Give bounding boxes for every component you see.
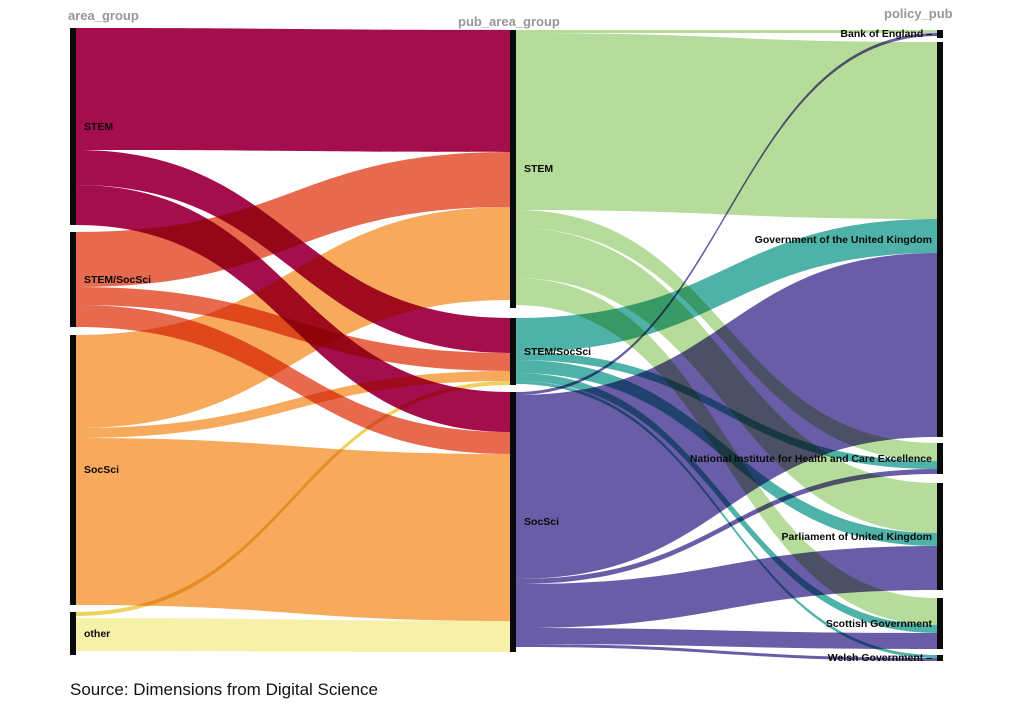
sankey-node-R-Welsh bbox=[937, 655, 943, 661]
node-label-R-GovUK: Government of the United Kingdom bbox=[754, 233, 932, 246]
sankey-flow-M-Soc-to-R-Welsh bbox=[516, 644, 937, 661]
sankey-node-R-Parl bbox=[937, 483, 943, 590]
sankey-flow-M-Soc-to-R-BoE bbox=[516, 33, 937, 395]
source-note: Source: Dimensions from Digital Science bbox=[70, 680, 379, 699]
sankey-flow-M-STEM-to-R-BoE bbox=[516, 30, 937, 33]
node-label-M-STEM: STEM bbox=[524, 163, 554, 175]
sankey-node-M-SS bbox=[510, 318, 516, 385]
sankey-flow-L-STEM-to-M-STEM bbox=[76, 28, 510, 152]
node-label-R-Welsh: Welsh Government – bbox=[827, 652, 932, 664]
sankey-node-L-SS bbox=[70, 232, 76, 327]
sankey-flow-L-other-to-M-Soc bbox=[76, 618, 510, 652]
sankey-node-L-other bbox=[70, 612, 76, 655]
sankey-flow-M-SS-to-R-Welsh bbox=[516, 381, 937, 658]
sankey-node-L-Soc bbox=[70, 335, 76, 605]
sankey-node-L-STEM bbox=[70, 28, 76, 225]
sankey-node-M-STEM bbox=[510, 30, 516, 308]
sankey-flow-L-Soc-to-M-SS bbox=[76, 371, 510, 438]
node-label-L-Soc: SocSci bbox=[84, 464, 120, 476]
sankey-flow-M-Soc-to-R-Scot bbox=[516, 628, 937, 649]
node-label-R-Parl: Parliament of United Kingdom bbox=[781, 530, 932, 543]
sankey-flow-L-Soc-to-M-Soc bbox=[76, 438, 510, 621]
sankey-node-R-GovUK bbox=[937, 42, 943, 437]
node-label-R-NICE: National Institute for Health and Care E… bbox=[689, 452, 932, 465]
sankey-flow-L-Soc-to-M-STEM bbox=[76, 207, 510, 428]
node-label-L-SS: STEM/SocSci bbox=[84, 273, 152, 286]
sankey-node-R-NICE bbox=[937, 443, 943, 474]
node-label-R-BoE: Bank of England – bbox=[840, 28, 932, 40]
node-label-M-Soc: SocSci bbox=[524, 516, 560, 528]
column-header-area-group: area_group bbox=[68, 8, 139, 23]
sankey-flow-L-SS-to-M-STEM bbox=[76, 152, 510, 287]
column-header-policy-pub: policy_pub bbox=[884, 6, 953, 21]
sankey-flow-M-STEM-to-R-GovUK bbox=[516, 33, 937, 219]
sankey-node-R-Scot bbox=[937, 598, 943, 649]
sankey-flow-M-Soc-to-R-GovUK bbox=[516, 253, 937, 579]
sankey-flow-M-Soc-to-R-Parl bbox=[516, 546, 937, 628]
node-label-R-Scot: Scottish Government bbox=[825, 617, 932, 630]
sankey-node-M-Soc bbox=[510, 392, 516, 652]
sankey-flow-L-SS-to-M-Soc bbox=[76, 305, 510, 454]
sankey-flow-M-SS-to-R-GovUK bbox=[516, 219, 937, 352]
sankey-flow-L-other-to-M-SS bbox=[76, 381, 510, 616]
sankey-node-R-BoE bbox=[937, 30, 943, 38]
node-label-L-STEM: STEM bbox=[84, 120, 114, 133]
node-label-M-SS: STEM/SocSci bbox=[524, 345, 592, 358]
column-header-pub-area-group: pub_area_group bbox=[458, 14, 560, 29]
node-label-L-other: other bbox=[84, 627, 111, 640]
sankey-flow-M-Soc-to-R-NICE bbox=[516, 469, 937, 584]
